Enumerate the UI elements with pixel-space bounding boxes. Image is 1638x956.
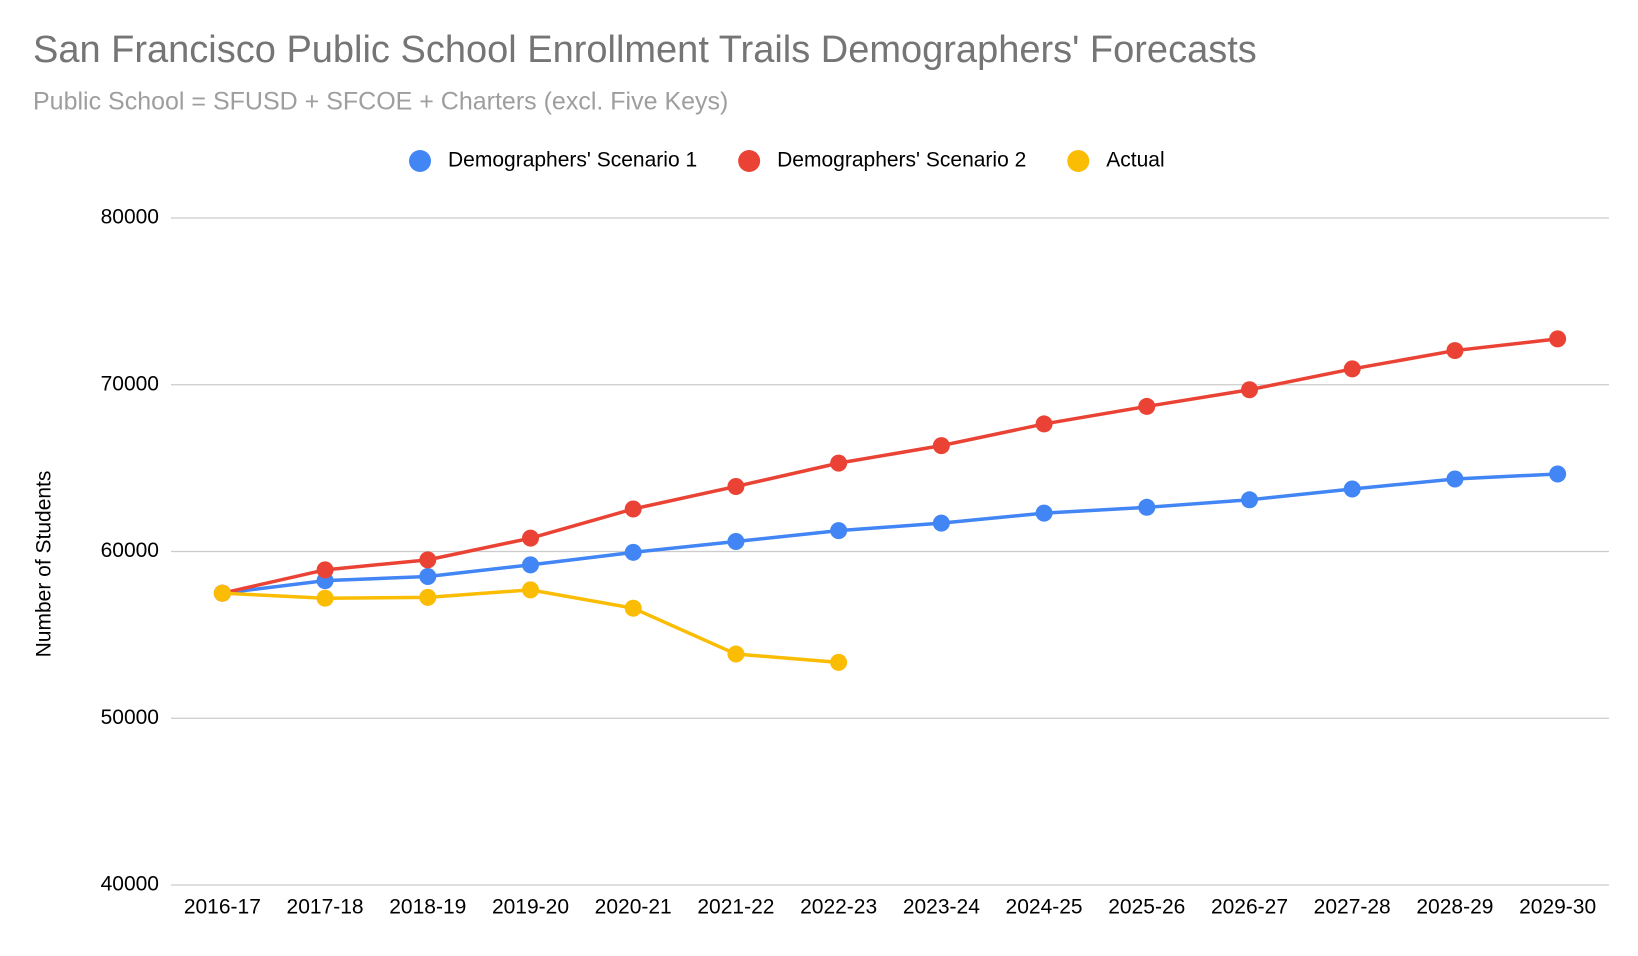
data-point [624, 500, 642, 518]
data-point [1446, 342, 1464, 360]
data-point [1446, 470, 1464, 488]
data-point [1343, 480, 1361, 498]
x-tick-label: 2018-19 [389, 896, 466, 919]
data-point [727, 532, 745, 550]
data-point [419, 551, 437, 569]
chart-subtitle: Public School = SFUSD + SFCOE + Charters… [33, 88, 728, 116]
data-point [316, 561, 334, 579]
x-tick-label: 2021-22 [697, 896, 774, 919]
y-tick-label: 80000 [101, 206, 159, 229]
data-point [830, 454, 848, 472]
x-tick-label: 2020-21 [595, 896, 672, 919]
chart-title: San Francisco Public School Enrollment T… [33, 29, 1257, 71]
legend-swatch [1067, 150, 1090, 172]
legend-label: Actual [1106, 149, 1164, 172]
data-point [830, 653, 848, 671]
x-tick-label: 2028-29 [1416, 896, 1493, 919]
data-point [419, 568, 437, 586]
legend-swatch [738, 150, 761, 172]
data-point [1138, 397, 1156, 415]
data-point [316, 589, 334, 607]
x-tick-label: 2019-20 [492, 896, 569, 919]
legend-swatch [409, 150, 431, 172]
data-point [419, 588, 437, 606]
legend-label: Demographers' Scenario 1 [448, 149, 697, 172]
data-point [1549, 330, 1567, 348]
data-point [1343, 360, 1361, 378]
x-tick-label: 2022-23 [800, 896, 877, 919]
x-tick-label: 2026-27 [1211, 896, 1288, 919]
x-tick-label: 2023-24 [903, 896, 980, 919]
data-point [624, 599, 642, 617]
data-point [522, 581, 539, 599]
data-point [727, 645, 745, 663]
data-point [1035, 415, 1053, 433]
data-point [830, 522, 848, 540]
y-tick-label: 70000 [101, 372, 159, 395]
y-axis-label: Number of Students [33, 471, 56, 658]
data-point [624, 543, 642, 561]
x-tick-label: 2025-26 [1108, 896, 1185, 919]
series-line [221, 337, 1558, 595]
series-line [222, 472, 1558, 595]
data-point [932, 514, 950, 532]
data-point [932, 437, 950, 455]
x-tick-label: 2024-25 [1006, 896, 1083, 919]
x-tick-label: 2029-30 [1519, 896, 1596, 919]
data-point [1035, 504, 1053, 522]
y-tick-label: 40000 [101, 873, 159, 896]
y-tick-label: 50000 [101, 706, 159, 729]
data-point [727, 477, 745, 495]
data-point [1241, 491, 1258, 509]
data-point [1241, 381, 1258, 399]
x-tick-label: 2017-18 [287, 896, 364, 919]
y-tick-label: 60000 [101, 539, 159, 562]
data-point [213, 584, 231, 602]
series-line [222, 588, 839, 665]
data-point [1138, 498, 1156, 516]
data-point [1549, 465, 1567, 483]
data-point [522, 529, 539, 547]
data-point [522, 556, 539, 574]
legend-label: Demographers' Scenario 2 [777, 149, 1026, 172]
x-tick-label: 2016-17 [184, 896, 261, 919]
x-tick-label: 2027-28 [1314, 896, 1391, 919]
